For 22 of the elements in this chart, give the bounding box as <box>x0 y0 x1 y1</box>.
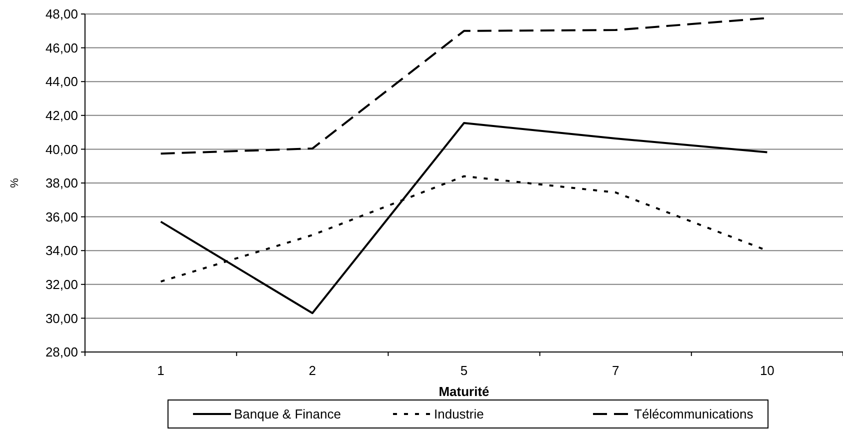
x-axis-title: Maturité <box>438 384 490 399</box>
y-tick-label: 44,00 <box>45 74 78 90</box>
y-tick-label: 32,00 <box>45 276 78 292</box>
y-tick-label: 46,00 <box>45 40 78 56</box>
y-tick-label: 38,00 <box>45 176 78 191</box>
y-axis-title: % <box>9 178 21 188</box>
legend-label: Industrie <box>434 406 484 422</box>
x-tick-label: 1 <box>157 363 164 378</box>
y-tick-label: 48,00 <box>45 6 78 22</box>
y-tick-label: 42,00 <box>45 108 78 123</box>
y-tick-label: 28,00 <box>45 344 78 360</box>
x-tick-label: 10 <box>760 363 774 378</box>
x-tick-label: 2 <box>308 363 316 378</box>
legend-label: Télécommunications <box>634 406 754 422</box>
y-tick-label: 40,00 <box>45 142 78 157</box>
y-tick-label: 30,00 <box>45 310 78 326</box>
y-tick-label: 34,00 <box>45 243 78 258</box>
x-tick-label: 5 <box>460 363 468 378</box>
line-series <box>160 122 768 314</box>
y-tick-label: 36,00 <box>45 209 78 224</box>
legend-label: Banque & Finance <box>234 406 341 422</box>
x-tick-label: 7 <box>612 363 620 378</box>
